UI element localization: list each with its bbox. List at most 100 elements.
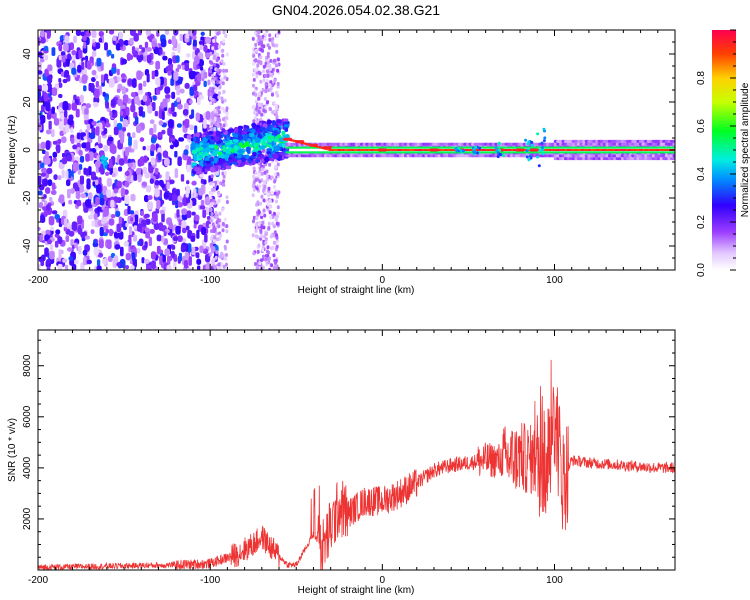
ridge-cell: [191, 162, 198, 166]
noise-cell: [116, 68, 120, 76]
noise-cell: [138, 83, 143, 91]
noise-cell: [57, 138, 62, 144]
noise-cell: [129, 210, 135, 215]
ridge-cell: [245, 141, 249, 147]
noise-cell: [75, 108, 80, 118]
noise-cell: [209, 69, 212, 74]
carrier-envelope: [672, 157, 675, 161]
noise-cell: [272, 58, 276, 63]
noise-cell: [118, 216, 123, 224]
ridge-cell: [236, 160, 242, 164]
noise-cell: [262, 108, 266, 113]
carrier-perturbation: [538, 148, 542, 152]
ridge-cell: [194, 167, 201, 172]
ridge-cell: [221, 128, 226, 133]
noise-cell: [214, 210, 218, 215]
spectrogram-ticks: [37, 29, 676, 271]
noise-cell: [271, 92, 274, 97]
noise-cell: [252, 53, 256, 58]
noise-cell: [275, 43, 279, 48]
noise-cell: [173, 100, 178, 108]
noise-cell: [269, 66, 272, 71]
noise-cell: [155, 208, 160, 214]
noise-cell: [274, 63, 278, 68]
carrier-perturbation: [542, 139, 546, 143]
noise-cell: [111, 65, 117, 74]
noise-cell: [65, 235, 70, 242]
ridge-cell: [195, 144, 200, 148]
carrier-peak: [309, 143, 318, 147]
noise-cell: [191, 246, 196, 256]
noise-cell: [137, 173, 142, 183]
noise-cell: [257, 173, 261, 177]
noise-cell: [44, 247, 49, 257]
noise-cell: [101, 217, 105, 225]
ridge-cell: [191, 149, 198, 155]
noise-cell: [130, 217, 134, 222]
snr-x-tick-labels: -200 -100 0 100: [28, 575, 563, 586]
noise-cell: [169, 144, 175, 150]
noise-cell: [252, 119, 256, 124]
noise-cell: [204, 196, 211, 206]
noise-cell: [38, 70, 43, 75]
noise-cell: [104, 42, 108, 51]
noise-cell: [49, 229, 54, 235]
noise-cell: [115, 210, 121, 218]
noise-cell: [46, 167, 53, 175]
noise-cell: [193, 223, 197, 229]
noise-cell: [151, 70, 155, 80]
noise-cell: [252, 77, 256, 82]
noise-cell: [61, 136, 67, 144]
ridge-cell: [247, 149, 251, 154]
noise-cell: [85, 153, 90, 162]
noise-cell: [257, 41, 261, 46]
noise-cell: [184, 118, 190, 129]
noise-cell: [50, 129, 55, 137]
noise-cell: [275, 221, 279, 226]
noise-cell: [38, 226, 41, 231]
ridge-cell: [270, 135, 275, 140]
noise-cell: [262, 208, 266, 213]
noise-cell: [222, 30, 226, 35]
spectrogram-y-tick-label: 20: [22, 96, 33, 108]
noise-cell: [275, 214, 279, 219]
noise-cell: [40, 141, 46, 149]
ridge-cell: [274, 146, 280, 152]
noise-cell: [104, 73, 109, 81]
noise-cell: [154, 188, 160, 198]
noise-cell: [118, 31, 123, 42]
noise-cell: [221, 106, 225, 111]
noise-cell: [104, 122, 111, 128]
noise-cell: [158, 154, 162, 161]
noise-cell: [259, 47, 263, 52]
noise-cell: [95, 126, 100, 136]
noise-cell: [225, 106, 229, 111]
noise-cell: [257, 30, 261, 35]
noise-cell: [213, 62, 216, 67]
carrier-perturbation: [536, 132, 540, 136]
noise-cell: [158, 132, 163, 138]
noise-cell: [207, 79, 211, 86]
noise-cell: [254, 234, 258, 239]
noise-cell: [79, 184, 84, 193]
noise-cell: [78, 149, 83, 156]
noise-cell: [259, 201, 263, 206]
ridge-cell: [253, 143, 258, 148]
noise-cell: [205, 52, 211, 59]
noise-cell: [45, 140, 51, 151]
noise-cell: [55, 144, 61, 153]
ridge-cell: [233, 134, 239, 138]
noise-cell: [105, 171, 110, 176]
noise-cell: [222, 72, 226, 76]
noise-cell: [95, 42, 101, 50]
snr-ticks: [37, 330, 676, 571]
noise-cell: [225, 195, 229, 200]
noise-cell: [62, 100, 69, 111]
carrier-perturbation: [543, 136, 547, 140]
ridge-cell: [209, 157, 214, 162]
noise-cell: [177, 64, 182, 70]
noise-cell: [211, 98, 215, 103]
noise-cell: [108, 158, 113, 169]
noise-cell: [220, 207, 224, 212]
noise-cell: [212, 38, 216, 43]
